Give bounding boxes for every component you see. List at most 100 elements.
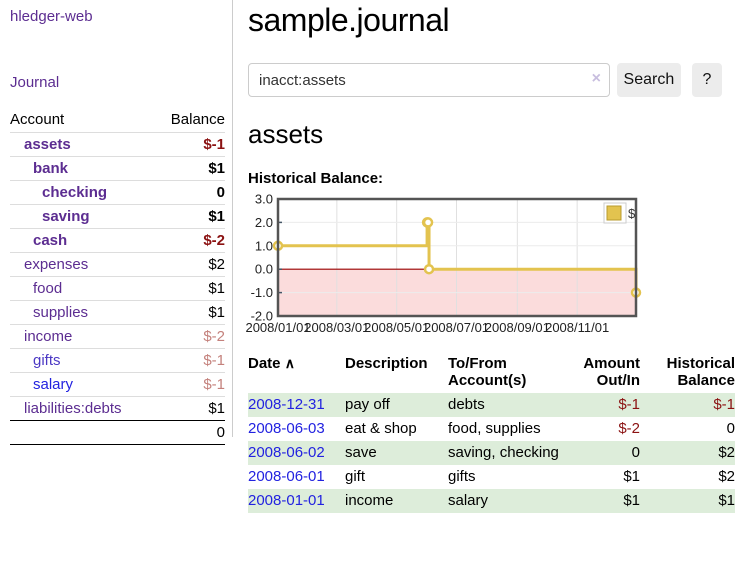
account-balance: $2 bbox=[154, 252, 225, 277]
svg-text:3.0: 3.0 bbox=[255, 192, 273, 207]
transaction-accounts: saving, checking bbox=[448, 441, 560, 465]
account-balance: $1 bbox=[154, 396, 225, 421]
transaction-amount: $-2 bbox=[618, 420, 640, 437]
account-row-food: food $1 bbox=[10, 276, 225, 301]
account-row-checking: checking 0 bbox=[10, 180, 225, 205]
chart-canvas: 3.0 2.0 1.0 0.0 -1.0 -2.02008/01/012008/03/01… bbox=[245, 192, 642, 335]
account-tree-header: Account Balance bbox=[10, 108, 225, 133]
help-button[interactable]: ? bbox=[691, 63, 722, 97]
transaction-description: gift bbox=[345, 468, 366, 485]
search-input[interactable] bbox=[248, 63, 610, 97]
svg-text:2008/05/01: 2008/05/01 bbox=[364, 320, 429, 335]
svg-text:1.0: 1.0 bbox=[255, 238, 273, 253]
register-header-row: Date ∧ Description To/From Account(s) Am… bbox=[248, 353, 735, 393]
svg-text:2008/07/01: 2008/07/01 bbox=[424, 320, 489, 335]
accounts-column-header: To/From Account(s) bbox=[448, 355, 527, 389]
balance-chart: 3.0 2.0 1.0 0.0 -1.0 -2.0 2008/01/01 2008/03/01… bbox=[245, 192, 722, 339]
page-title: sample.journal bbox=[248, 2, 450, 38]
transaction-description: save bbox=[345, 441, 448, 465]
transaction-date-link[interactable]: 2008-12-31 bbox=[248, 396, 325, 413]
transaction-date-link[interactable]: 2008-06-03 bbox=[248, 420, 325, 437]
account-row-assets: assets $-1 bbox=[10, 132, 225, 157]
account-balance: $1 bbox=[154, 204, 225, 229]
account-link-salary[interactable]: salary bbox=[33, 376, 74, 393]
svg-text:2008/03/01: 2008/03/01 bbox=[304, 320, 369, 335]
account-row-salary: salary $-1 bbox=[10, 372, 225, 397]
account-balance: $1 bbox=[154, 276, 225, 301]
account-row-expenses: expenses $2 bbox=[10, 252, 225, 277]
transaction-amount: $1 bbox=[560, 489, 640, 513]
account-balance: $-1 bbox=[154, 132, 225, 157]
transaction-accounts: food, supplies bbox=[448, 420, 541, 437]
account-link-gifts[interactable]: gifts bbox=[33, 352, 61, 369]
account-link-food[interactable]: food bbox=[33, 280, 63, 297]
svg-text:2008/01/01: 2008/01/01 bbox=[245, 320, 310, 335]
transaction-date-link[interactable]: 2008-01-01 bbox=[248, 492, 325, 509]
transaction-description: eat & shop bbox=[345, 420, 417, 437]
transaction-balance: $2 bbox=[718, 468, 735, 485]
account-link-income[interactable]: income bbox=[24, 328, 73, 345]
account-balance: $-1 bbox=[154, 348, 225, 373]
sidebar: hledger-web Journal Account Balance asse… bbox=[0, 0, 233, 445]
account-row-gifts: gifts $-1 bbox=[10, 348, 225, 373]
total-balance: 0 bbox=[154, 420, 225, 445]
account-total-row: 0 bbox=[10, 420, 225, 445]
transaction-amount: $1 bbox=[623, 468, 640, 485]
account-balance: $1 bbox=[154, 156, 225, 181]
account-balance: $-2 bbox=[154, 228, 225, 253]
account-heading: assets bbox=[248, 119, 324, 149]
account-balance: $-1 bbox=[154, 372, 225, 397]
account-link-checking[interactable]: checking bbox=[42, 184, 108, 201]
transaction-balance: $-1 bbox=[640, 393, 735, 417]
transaction-balance: 0 bbox=[726, 420, 735, 437]
account-row-saving: saving $1 bbox=[10, 204, 225, 229]
svg-text:-1.0: -1.0 bbox=[251, 285, 273, 300]
transaction-accounts: gifts bbox=[448, 468, 476, 485]
transaction-amount: 0 bbox=[560, 441, 640, 465]
sidebar-item-journal[interactable]: Journal bbox=[10, 74, 60, 91]
transaction-date-link[interactable]: 2008-06-01 bbox=[248, 468, 325, 485]
account-balance: $-2 bbox=[154, 324, 225, 349]
sort-ascending-icon: ∧ bbox=[284, 355, 295, 371]
balance-column-header: Balance bbox=[170, 111, 225, 128]
account-link-liabilities-debts[interactable]: liabilities:debts bbox=[24, 400, 122, 417]
account-link-expenses[interactable]: expenses bbox=[24, 256, 89, 273]
brand-link[interactable]: hledger-web bbox=[10, 8, 93, 25]
svg-text:-2.0: -2.0 bbox=[251, 309, 273, 324]
amount-column-header: Amount Out/In bbox=[583, 355, 640, 389]
main-content: sample.journal × Search ? assets Histori… bbox=[233, 0, 735, 582]
account-row-bank: bank $1 bbox=[10, 156, 225, 181]
transaction-date-link[interactable]: 2008-06-02 bbox=[248, 444, 325, 461]
date-column-header[interactable]: Date ∧ bbox=[248, 355, 295, 372]
register-row: 2008-06-03 eat & shop food, supplies $-2… bbox=[248, 417, 735, 441]
account-balance: $1 bbox=[154, 300, 225, 325]
chart-caption: Historical Balance: bbox=[248, 170, 384, 187]
account-row-cash: cash $-2 bbox=[10, 228, 225, 253]
description-column-header: Description bbox=[345, 355, 428, 372]
account-row-liabilities-debts: liabilities:debts $1 bbox=[10, 396, 225, 421]
account-row-income: income $-2 bbox=[10, 324, 225, 349]
transaction-amount: $-1 bbox=[560, 393, 640, 417]
transaction-balance: $2 bbox=[640, 441, 735, 465]
register-row: 2008-06-02 save saving, checking 0 $2 bbox=[248, 441, 735, 465]
svg-text:2.0: 2.0 bbox=[255, 215, 273, 230]
search-button[interactable]: Search bbox=[617, 63, 681, 97]
clear-search-icon[interactable]: × bbox=[591, 70, 601, 87]
transaction-accounts: salary bbox=[448, 489, 560, 513]
account-link-cash[interactable]: cash bbox=[33, 232, 68, 249]
account-link-supplies[interactable]: supplies bbox=[33, 304, 89, 321]
account-link-bank[interactable]: bank bbox=[33, 160, 69, 177]
transaction-description: income bbox=[345, 489, 448, 513]
spacer bbox=[10, 420, 155, 445]
register-row: 2008-01-01 income salary $1 $1 bbox=[248, 489, 735, 513]
transaction-balance: $1 bbox=[640, 489, 735, 513]
account-balance: 0 bbox=[154, 180, 225, 205]
svg-text:2008/11/01: 2008/11/01 bbox=[545, 320, 609, 335]
search-form: × Search ? bbox=[248, 63, 722, 97]
register-table: Date ∧ Description To/From Account(s) Am… bbox=[248, 353, 735, 513]
transaction-accounts: debts bbox=[448, 393, 560, 417]
register-row: 2008-12-31 pay off debts $-1 $-1 bbox=[248, 393, 735, 417]
account-link-saving[interactable]: saving bbox=[42, 208, 90, 225]
account-link-assets[interactable]: assets bbox=[24, 136, 71, 153]
balance-column-header: Historical Balance bbox=[666, 355, 735, 389]
